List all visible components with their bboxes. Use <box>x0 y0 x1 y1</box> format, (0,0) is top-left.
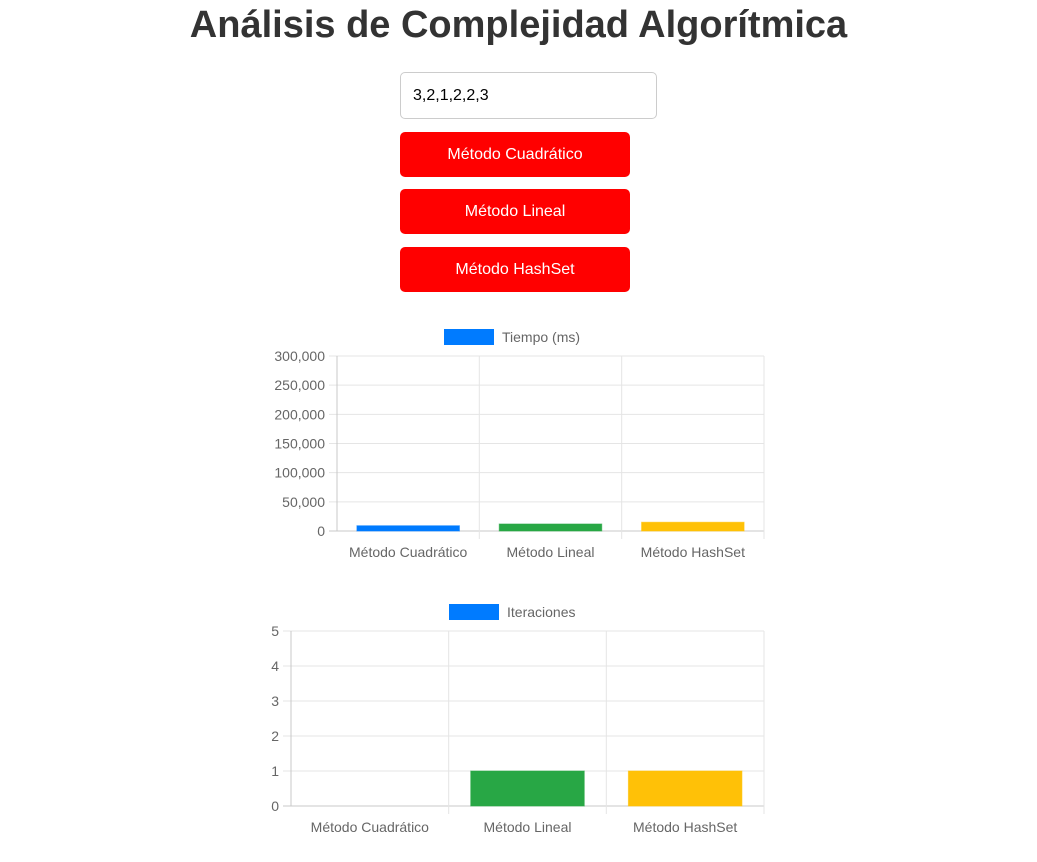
hashset-method-button[interactable]: Método HashSet <box>400 247 630 292</box>
bar-linear[interactable] <box>470 770 585 807</box>
legend[interactable]: Iteraciones <box>449 604 575 620</box>
x-tick-label: Método HashSet <box>641 544 745 560</box>
y-tick-label: 3 <box>271 693 279 709</box>
page-title: Análisis de Complejidad Algorítmica <box>189 4 848 46</box>
legend-label: Iteraciones <box>507 604 575 620</box>
y-tick-label: 2 <box>271 728 279 744</box>
y-tick-label: 0 <box>317 523 325 539</box>
x-tick-label: Método Cuadrático <box>311 819 430 835</box>
x-tick-label: Método Lineal <box>484 819 572 835</box>
y-tick-label: 4 <box>271 658 279 674</box>
x-tick-label: Método HashSet <box>633 819 737 835</box>
y-tick-label: 300,000 <box>274 348 325 364</box>
y-tick-label: 100,000 <box>274 465 325 481</box>
legend-swatch <box>449 604 499 620</box>
bar-hashset[interactable] <box>641 521 745 532</box>
y-tick-label: 150,000 <box>274 436 325 452</box>
bar-hashset[interactable] <box>627 770 743 807</box>
legend-swatch <box>444 329 494 345</box>
linear-method-button[interactable]: Método Lineal <box>400 189 630 234</box>
legend-label: Tiempo (ms) <box>502 329 580 345</box>
x-tick-label: Método Cuadrático <box>349 544 468 560</box>
y-tick-label: 50,000 <box>282 494 325 510</box>
y-tick-label: 0 <box>271 798 279 814</box>
array-input[interactable] <box>400 72 657 119</box>
time-chart: Tiempo (ms) 0 50,000 100,000 150,000 200,000 2… <box>274 329 765 560</box>
x-tick-label: Método Lineal <box>507 544 595 560</box>
bar-linear[interactable] <box>498 523 603 532</box>
y-tick-label: 250,000 <box>274 377 325 393</box>
bar-quadratic[interactable] <box>356 525 460 532</box>
y-tick-label: 200,000 <box>274 406 325 422</box>
iterations-chart: Iteraciones 0 1 2 3 4 5 Método Cuadrático Método… <box>271 604 765 835</box>
y-tick-label: 1 <box>271 763 279 779</box>
legend[interactable]: Tiempo (ms) <box>444 329 580 345</box>
quadratic-method-button[interactable]: Método Cuadrático <box>400 132 630 177</box>
y-tick-label: 5 <box>271 623 279 639</box>
